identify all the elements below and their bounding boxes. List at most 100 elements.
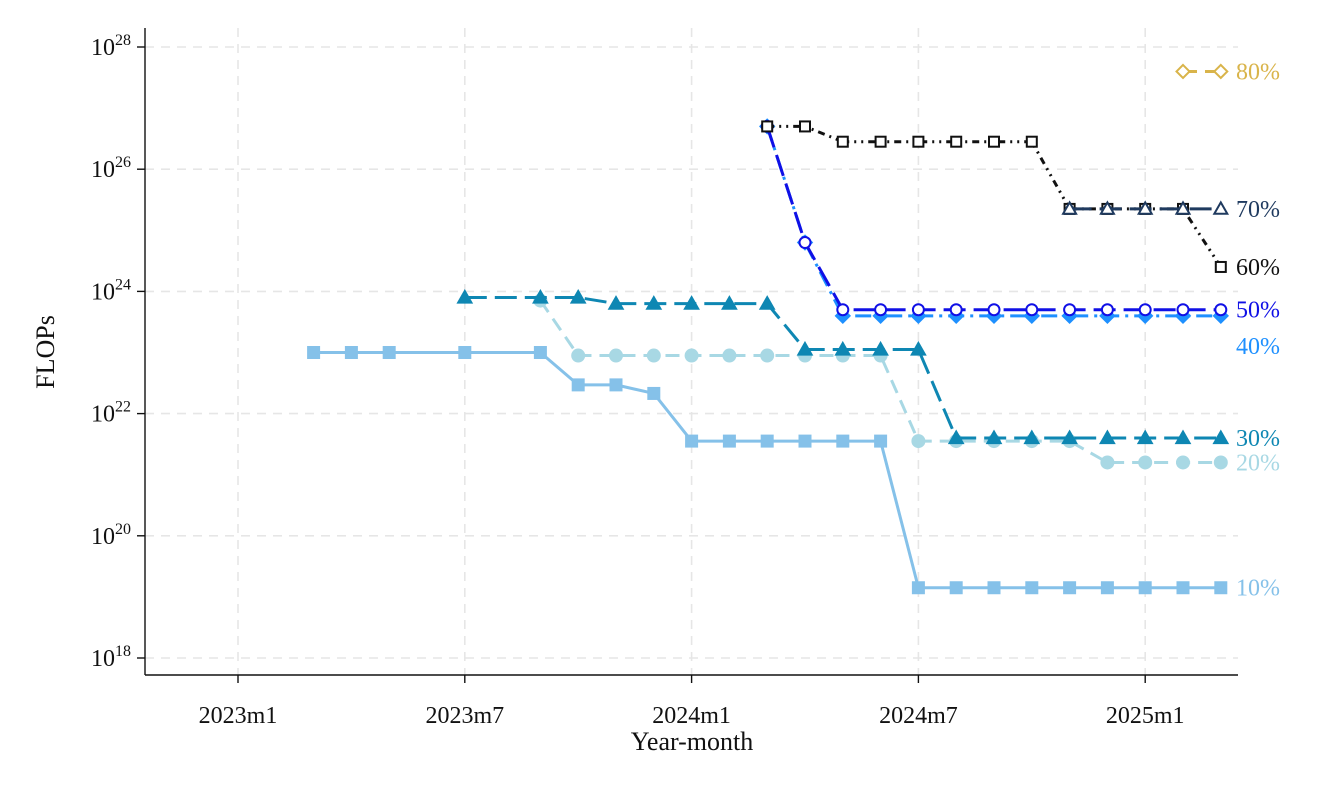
- data-point: [646, 348, 661, 363]
- data-point: [1214, 303, 1228, 317]
- y-tick-label: 1022: [91, 399, 131, 428]
- data-point: [985, 429, 1003, 445]
- y-axis-title: FLOPs: [31, 315, 60, 389]
- data-point: [1214, 260, 1227, 273]
- data-point: [1100, 581, 1114, 595]
- series-line: [765, 125, 1221, 312]
- data-point: [950, 135, 963, 148]
- data-point: [1214, 581, 1228, 595]
- data-point: [569, 289, 587, 304]
- data-point: [949, 303, 963, 317]
- data-point: [683, 295, 700, 310]
- data-point: [571, 348, 586, 363]
- data-point: [1136, 200, 1154, 215]
- data-point: [456, 289, 474, 304]
- series-line: [464, 296, 1221, 440]
- data-point: [872, 340, 889, 356]
- x-tick-label: 2023m7: [425, 703, 504, 729]
- data-point: [647, 386, 661, 400]
- end-labels: 10% 20%30% 40% 50% 60% 70% 80%: [1236, 59, 1280, 601]
- data-point: [949, 581, 963, 595]
- data-point: [1099, 200, 1116, 215]
- x-axis-title: Year-month: [631, 727, 754, 756]
- data-point: [911, 303, 925, 317]
- data-point: [798, 434, 812, 448]
- series-layer: [307, 63, 1230, 595]
- series-30pct: [456, 289, 1230, 445]
- data-point: [1100, 455, 1115, 470]
- series-end-label: 50%: [1236, 298, 1280, 324]
- series-70pct: [1061, 200, 1230, 215]
- x-tick-label: 2024m7: [879, 703, 958, 729]
- data-point: [1063, 303, 1077, 317]
- data-point: [874, 135, 887, 148]
- data-point: [1063, 581, 1077, 595]
- data-point: [382, 346, 396, 359]
- data-point: [834, 340, 852, 356]
- data-point: [836, 135, 849, 148]
- data-point: [798, 236, 812, 250]
- data-point: [344, 346, 358, 359]
- data-point: [1138, 455, 1153, 470]
- data-point: [1212, 200, 1230, 215]
- series-line: [313, 351, 1221, 590]
- data-point: [988, 135, 1000, 148]
- data-point: [684, 348, 699, 363]
- data-point: [1061, 429, 1078, 445]
- series-end-label: 20%: [1236, 450, 1280, 476]
- series-10pct: [307, 346, 1228, 595]
- data-point: [607, 295, 625, 310]
- x-tick-label: 2025m1: [1106, 703, 1185, 729]
- data-point: [760, 434, 774, 448]
- data-point: [1174, 429, 1192, 445]
- data-point: [721, 295, 738, 310]
- data-point: [947, 429, 965, 445]
- x-tick-label: 2024m1: [652, 703, 731, 729]
- series-end-label: 30%: [1236, 426, 1280, 452]
- data-point: [911, 434, 926, 449]
- data-point: [912, 135, 925, 148]
- series-50pct: [760, 119, 1228, 317]
- data-point: [533, 346, 547, 359]
- y-tick-label: 1024: [91, 276, 131, 305]
- data-point: [836, 434, 850, 448]
- data-point: [532, 289, 549, 304]
- series-end-label: 80%: [1236, 59, 1280, 85]
- y-tick-label: 1018: [91, 643, 131, 672]
- data-point: [1213, 455, 1228, 470]
- data-point: [685, 434, 699, 448]
- data-point: [761, 120, 774, 133]
- data-point: [1025, 303, 1039, 317]
- y-tick-label: 1020: [91, 521, 131, 550]
- series-end-label: 10%: [1236, 576, 1280, 602]
- data-point: [1099, 429, 1116, 445]
- data-point: [1138, 581, 1152, 595]
- data-point: [1176, 581, 1190, 595]
- series-40pct: [758, 118, 1230, 325]
- data-point: [1025, 581, 1039, 595]
- data-point: [722, 348, 737, 363]
- data-point: [722, 434, 736, 448]
- x-tick-label: 2023m1: [199, 703, 278, 729]
- data-point: [609, 378, 623, 392]
- y-tick-label: 1026: [91, 154, 131, 183]
- series-line: [765, 125, 1221, 318]
- series-end-label: 70%: [1236, 197, 1280, 223]
- data-point: [307, 346, 321, 359]
- data-point: [1174, 200, 1192, 215]
- data-point: [645, 295, 663, 310]
- series-end-label: 60%: [1236, 255, 1280, 281]
- data-point: [1136, 429, 1154, 445]
- data-point: [571, 378, 585, 392]
- data-point: [1023, 429, 1041, 445]
- data-point: [910, 340, 927, 356]
- data-point: [987, 303, 1001, 317]
- series-80pct: [1175, 63, 1229, 80]
- data-point: [874, 434, 888, 448]
- data-point: [874, 303, 888, 317]
- data-point: [1025, 135, 1038, 148]
- data-point: [1176, 455, 1190, 470]
- data-point: [609, 348, 623, 363]
- y-tick-label: 1028: [91, 32, 131, 61]
